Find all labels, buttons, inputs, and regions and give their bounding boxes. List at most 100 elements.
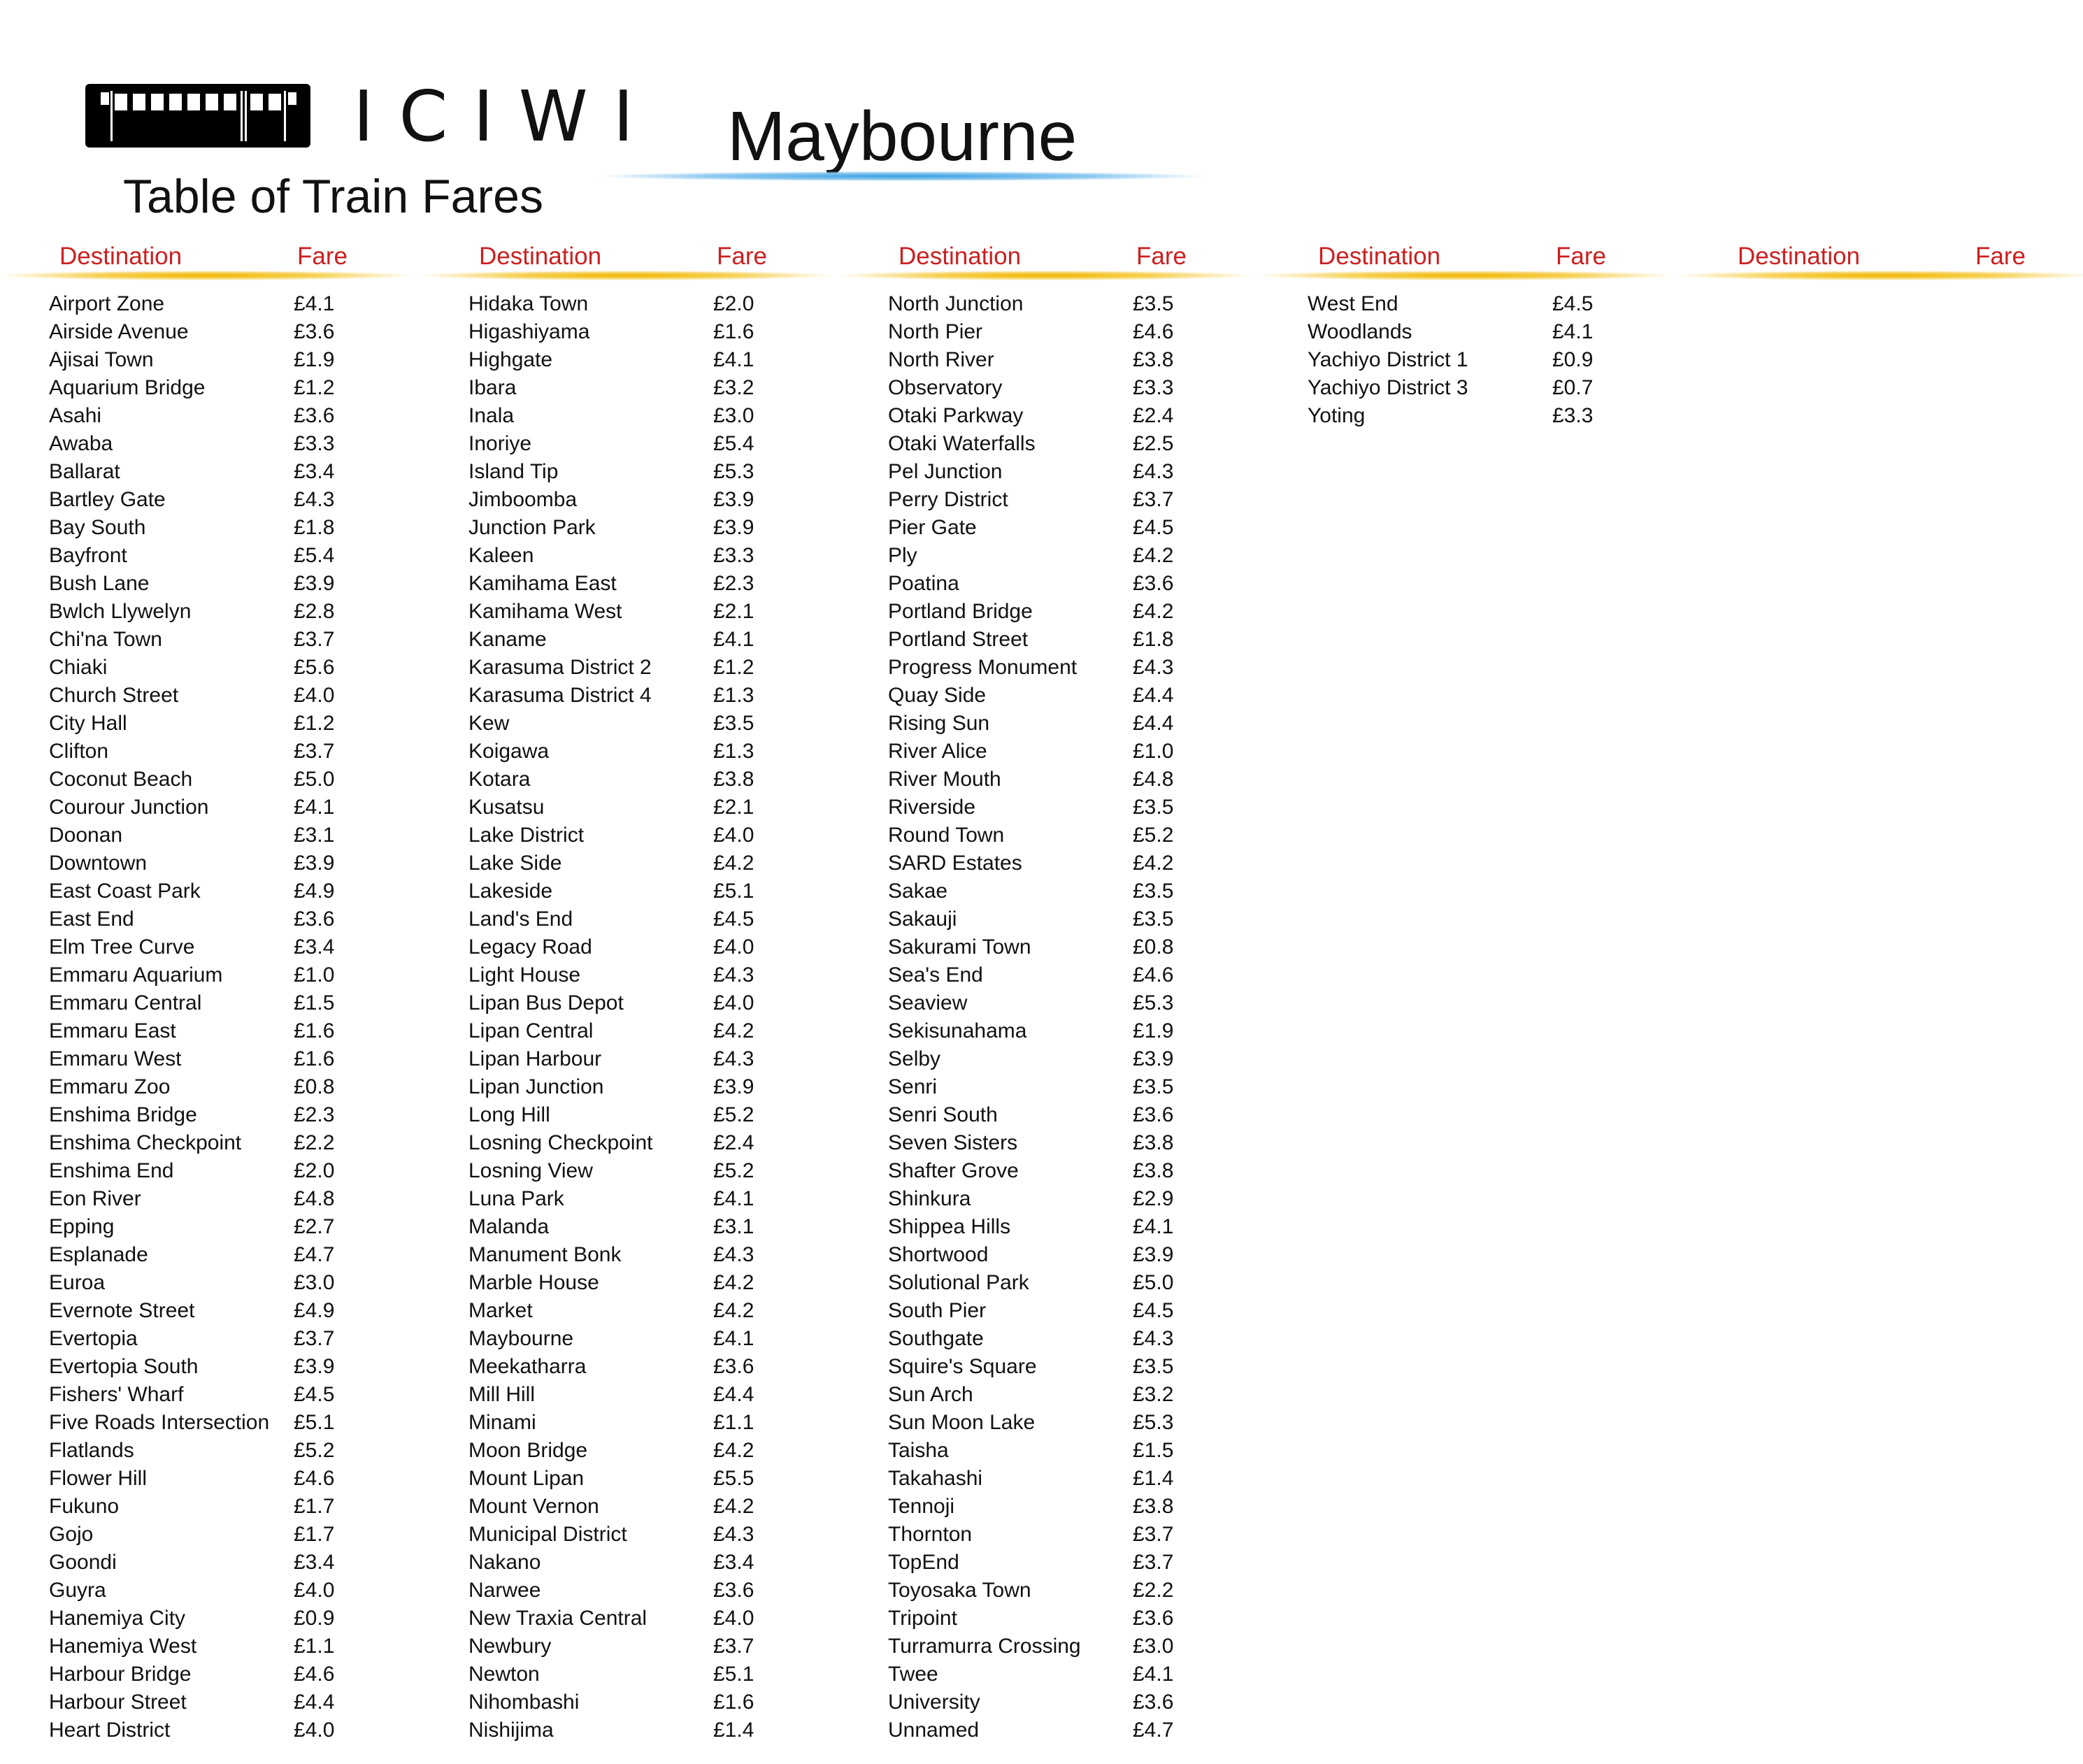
fare-value: £3.7 (294, 1327, 335, 1350)
destination-name: Hanemiya West (49, 1635, 197, 1658)
destination-name: Woodlands (1308, 320, 1412, 343)
destination-name: Lake Side (468, 852, 562, 875)
fare-value: £4.1 (294, 796, 335, 819)
fare-value: £3.7 (1133, 488, 1174, 511)
fare-value: £3.8 (1133, 348, 1174, 371)
fare-value: £5.0 (294, 768, 335, 791)
fare-value: £1.4 (1133, 1467, 1174, 1490)
fare-value: £1.6 (294, 1047, 335, 1070)
destination-name: Emmaru West (49, 1047, 182, 1070)
destination-name: Karasuma District 2 (468, 656, 652, 679)
destination-name: Perry District (888, 488, 1008, 511)
destination-name: Shinkura (888, 1187, 971, 1210)
table-row: Poatina £3.6 (839, 570, 1252, 598)
fare-value: £4.1 (713, 1187, 754, 1210)
table-row: Twee £4.1 (839, 1661, 1252, 1688)
table-row: Island Tip £5.3 (420, 458, 832, 486)
fare-value: £1.8 (1133, 628, 1174, 651)
destination-name: Eon River (49, 1187, 141, 1210)
destination-name: Elm Tree Curve (49, 935, 195, 959)
table-row: Kew £3.5 (420, 710, 832, 738)
fare-value: £3.5 (1133, 880, 1174, 903)
destination-name: Island Tip (468, 460, 559, 483)
destination-name: Shafter Grove (888, 1159, 1019, 1182)
destination-name: Five Roads Intersection (49, 1411, 270, 1434)
destination-name: Inala (468, 404, 515, 427)
table-row: North River £3.8 (839, 346, 1252, 374)
fare-value: £1.7 (294, 1523, 335, 1546)
table-row: Southgate £4.3 (839, 1325, 1252, 1353)
destination-name: Chi'na Town (49, 628, 162, 651)
table-row: Flower Hill £4.6 (0, 1465, 413, 1493)
fare-value: £3.6 (1133, 1103, 1174, 1126)
table-row: Portland Bridge £4.2 (839, 598, 1252, 626)
fare-value: £5.6 (294, 656, 335, 679)
table-row: Manument Bonk £4.3 (420, 1241, 832, 1269)
fare-value: £3.5 (1133, 1075, 1174, 1098)
destination-name: Awaba (49, 432, 113, 455)
fare-value: £3.4 (294, 460, 335, 483)
destination-name: Aquarium Bridge (49, 376, 206, 399)
fare-value: £5.4 (713, 432, 754, 455)
table-row: Kusatsu £2.1 (420, 794, 832, 822)
table-row: River Mouth £4.8 (839, 766, 1252, 794)
destination-name: Senri (888, 1075, 938, 1098)
destination-name: Nishijima (468, 1719, 554, 1742)
destination-name: TopEnd (888, 1551, 959, 1574)
destination-name: North River (888, 348, 994, 371)
destination-name: Losning View (468, 1159, 593, 1182)
table-row: Round Town £5.2 (839, 822, 1252, 849)
table-row: Market £4.2 (420, 1297, 832, 1325)
destination-name: Kaname (468, 628, 547, 651)
table-row: Newton £5.1 (420, 1661, 832, 1688)
fare-value: £3.9 (1133, 1047, 1174, 1070)
fare-value: £3.4 (294, 935, 335, 959)
destination-name: Toyosaka Town (888, 1579, 1031, 1602)
fare-value: £2.8 (294, 600, 335, 623)
destination-name: Poatina (888, 572, 959, 595)
destination-name: Enshima End (49, 1159, 174, 1182)
table-row: Kaleen £3.3 (420, 542, 832, 570)
fare-value: £4.8 (1133, 768, 1174, 791)
destination-name: Lipan Central (468, 1019, 594, 1042)
table-row: Enshima End £2.0 (0, 1157, 413, 1185)
fare-value: £2.0 (294, 1159, 335, 1182)
table-row: Bwlch Llywelyn £2.8 (0, 598, 413, 626)
fare-value: £4.6 (1133, 963, 1174, 987)
fare-column-5: Destination Fare (1678, 241, 2083, 280)
destination-name: Bay South (49, 516, 146, 539)
fare-value: £3.3 (1552, 404, 1594, 427)
fare-value: £1.6 (294, 1019, 335, 1042)
destination-name: Sun Moon Lake (888, 1411, 1036, 1434)
table-row: Bartley Gate £4.3 (0, 486, 413, 514)
destination-name: Mount Lipan (468, 1467, 585, 1490)
table-row: Mount Lipan £5.5 (420, 1465, 832, 1493)
table-row: Takahashi £1.4 (839, 1465, 1252, 1493)
page-title: Maybourne (727, 97, 1078, 175)
table-row: Kamihama West £2.1 (420, 598, 832, 626)
fare-value: £4.1 (1133, 1215, 1174, 1238)
table-row: Yoting £3.3 (1259, 402, 1671, 430)
fare-value: £3.6 (1133, 1691, 1174, 1714)
fare-value: £4.2 (713, 852, 754, 875)
fare-value: £1.2 (294, 376, 335, 399)
table-row: Evernote Street £4.9 (0, 1297, 413, 1325)
table-row: Narwee £3.6 (420, 1577, 832, 1605)
destination-name: Ajisai Town (49, 348, 154, 371)
table-row: Lake Side £4.2 (420, 849, 832, 877)
destination-name: Ply (888, 544, 917, 567)
table-row: Guyra £4.0 (0, 1577, 413, 1605)
destination-name: Minami (468, 1411, 536, 1434)
destination-name: Tripoint (888, 1607, 957, 1630)
table-row: Heart District £4.0 (0, 1716, 413, 1744)
table-row: Evertopia South £3.9 (0, 1353, 413, 1381)
destination-name: Sekisunahama (888, 1019, 1027, 1042)
table-row: Kaname £4.1 (420, 626, 832, 654)
destination-name: Yachiyo District 3 (1308, 376, 1468, 399)
fare-value: £4.5 (1133, 1299, 1174, 1322)
destination-name: Evertopia South (49, 1355, 199, 1378)
fare-value: £4.9 (294, 880, 335, 903)
fare-value: £1.0 (1133, 740, 1174, 763)
fare-list: West End £4.5 Woodlands £4.1 Yachiyo Distric… (1259, 290, 1671, 430)
table-row: Karasuma District 4 £1.3 (420, 682, 832, 710)
